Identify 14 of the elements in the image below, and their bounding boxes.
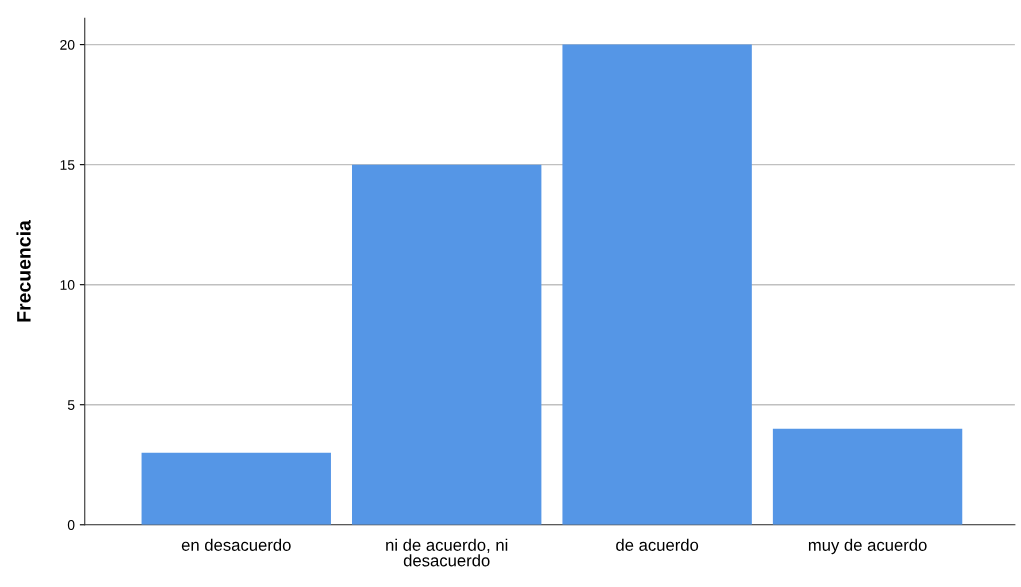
x-tick-label: de acuerdo [616, 538, 699, 551]
x-tick-label: en desacuerdo [181, 538, 291, 551]
bar [352, 164, 542, 525]
bar [141, 452, 331, 525]
bar [772, 428, 963, 525]
y-axis-title: Frecuencia [16, 220, 31, 322]
y-tick-label: 15 [60, 160, 75, 170]
y-tick-label: 5 [67, 400, 75, 410]
y-tick-label: 10 [60, 280, 75, 290]
x-tick-label: muy de acuerdo [808, 538, 927, 555]
y-tick-label: 0 [67, 520, 75, 530]
y-tick-label: 20 [60, 39, 75, 50]
x-tick-label: ni de acuerdo, ni desacuerdo [386, 538, 508, 567]
bar [562, 44, 752, 525]
